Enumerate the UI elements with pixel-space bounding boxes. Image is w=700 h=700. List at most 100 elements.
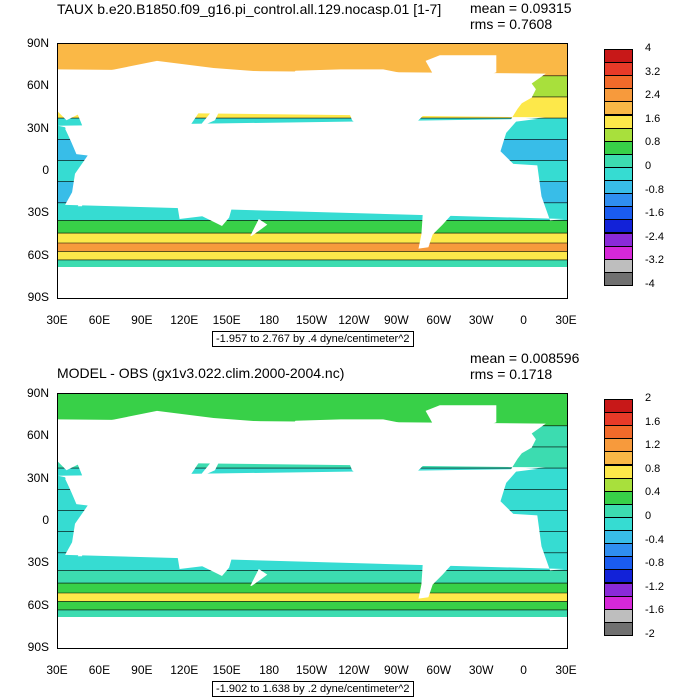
- lat-tick-label: 60S: [27, 247, 49, 262]
- land-madagascar: [77, 539, 87, 557]
- colorbar-swatch: [604, 530, 633, 545]
- model-minus-obs-panel: MODEL - OBS (gx1v3.022.clim.2000-2004.nc…: [0, 350, 700, 700]
- lon-tick-label: 30E: [555, 663, 577, 677]
- colorbar-swatch: [604, 556, 633, 571]
- lon-tick-label: 120W: [338, 313, 370, 327]
- colorbar-level-label: -1.6: [645, 207, 664, 220]
- colorbar-level-label: 3.2: [645, 65, 661, 78]
- lon-tick-label: 150E: [212, 313, 241, 327]
- colorbar-swatch: [604, 219, 633, 234]
- panel-title: MODEL - OBS (gx1v3.022.clim.2000-2004.nc…: [57, 365, 345, 381]
- land-australia: [176, 186, 232, 226]
- panel-title: TAUX b.e20.B1850.f09_g16.pi_control.all.…: [57, 1, 442, 17]
- contour-range-label: -1.902 to 1.638 by .2 dyne/centimeter^2: [212, 681, 414, 697]
- colorbar-swatch: [604, 451, 633, 466]
- colorbar-swatch: [604, 206, 633, 221]
- land-europe-w: [58, 69, 546, 121]
- colorbar-swatch: [604, 425, 633, 440]
- colorbar-level-label: 2: [645, 392, 652, 404]
- colorbar-level-label: -0.8: [645, 183, 664, 196]
- lon-tick-label: 90E: [131, 663, 153, 677]
- colorbar-swatch: [604, 569, 633, 584]
- lon-tick-label: 60E: [88, 663, 111, 677]
- lon-tick-label: 0: [520, 313, 527, 327]
- colorbar-swatch: [604, 271, 633, 286]
- land-uk: [516, 439, 526, 451]
- colorbar-swatch: [604, 101, 633, 116]
- colorbar-swatch: [604, 438, 633, 453]
- colorbar-level-label: -1.6: [645, 604, 664, 617]
- map-svg: [58, 394, 567, 648]
- lat-tick-label: 0: [42, 513, 49, 527]
- colorbar-level-label: -4: [645, 278, 655, 290]
- land-indonesia: [149, 513, 228, 533]
- lon-tick-label: 180: [259, 313, 280, 327]
- lat-tick-label: 60S: [27, 597, 49, 612]
- colorbar-level-label: 2.4: [645, 89, 661, 102]
- colorbar: [604, 399, 633, 636]
- contour-range-label: -1.957 to 2.767 by .4 dyne/centimeter^2: [212, 331, 414, 347]
- land-arabia: [65, 128, 99, 153]
- colorbar-swatch: [604, 127, 633, 142]
- stats-block: mean = 0.008596 rms = 0.1718: [470, 350, 579, 382]
- colorbar-level-label: -2.4: [645, 230, 664, 243]
- colorbar-swatch: [604, 167, 633, 182]
- colorbar-swatch: [604, 62, 633, 77]
- zonal-band: [58, 220, 567, 234]
- lat-tick-label: 30N: [26, 470, 49, 485]
- lon-tick-label: 150W: [295, 663, 328, 677]
- colorbar-swatch: [604, 232, 633, 247]
- zonal-band: [58, 251, 567, 261]
- colorbar-level-label: 0: [645, 510, 652, 522]
- lat-tick-label: 90S: [27, 290, 49, 304]
- lon-tick-label: 90W: [383, 663, 409, 677]
- land-s-america: [411, 155, 476, 249]
- colorbar-swatch: [604, 490, 633, 505]
- colorbar-level-label: 1.2: [645, 439, 661, 452]
- colorbar-swatch: [604, 114, 633, 129]
- land-antarctica: [58, 267, 567, 298]
- zonal-band: [58, 601, 567, 611]
- land-nz: [250, 569, 268, 586]
- mean-value: mean = 0.09315: [470, 0, 572, 16]
- lat-tick-label: 90N: [26, 386, 49, 400]
- colorbar-level-label: 0.8: [645, 136, 661, 149]
- colorbar-swatch: [604, 88, 633, 103]
- colorbar-swatch: [604, 245, 633, 260]
- colorbar-swatch: [604, 75, 633, 90]
- rms-value: rms = 0.1718: [470, 366, 553, 382]
- lon-tick-label: 180: [259, 663, 280, 677]
- lon-tick-label: 60W: [426, 663, 452, 677]
- land-europe-w: [58, 419, 546, 471]
- lon-tick-label: 120W: [338, 663, 370, 677]
- zonal-band: [58, 593, 567, 602]
- colorbar-swatch: [604, 543, 633, 558]
- land-nz: [250, 219, 268, 236]
- lon-tick-label: 30W: [468, 313, 494, 327]
- lon-tick-label: 30E: [46, 313, 68, 327]
- land-madagascar: [77, 189, 87, 207]
- colorbar-level-label: 0.4: [645, 486, 661, 499]
- land-antarctica: [58, 617, 567, 648]
- zonal-band: [58, 243, 567, 252]
- zonal-band: [58, 583, 567, 594]
- colorbar-swatch: [604, 621, 633, 636]
- taux-panel: TAUX b.e20.B1850.f09_g16.pi_control.all.…: [27, 0, 664, 347]
- colorbar-level-label: 0: [645, 160, 652, 172]
- lat-tick-label: 0: [42, 163, 49, 177]
- lon-tick-label: 90W: [383, 313, 409, 327]
- zonal-band: [58, 570, 567, 584]
- lon-tick-label: 60W: [426, 313, 452, 327]
- lon-tick-label: 90E: [131, 313, 153, 327]
- colorbar-swatch: [604, 399, 633, 414]
- colorbar-swatch: [604, 193, 633, 208]
- lat-tick-label: 60N: [26, 428, 49, 443]
- map-plot: [57, 393, 568, 649]
- land-s-america: [411, 505, 476, 599]
- colorbar: [604, 49, 633, 286]
- colorbar-swatch: [604, 477, 633, 492]
- colorbar-swatch: [604, 464, 633, 479]
- lon-tick-label: 120E: [170, 663, 199, 677]
- lon-tick-label: 150E: [212, 663, 241, 677]
- colorbar-swatch: [604, 517, 633, 532]
